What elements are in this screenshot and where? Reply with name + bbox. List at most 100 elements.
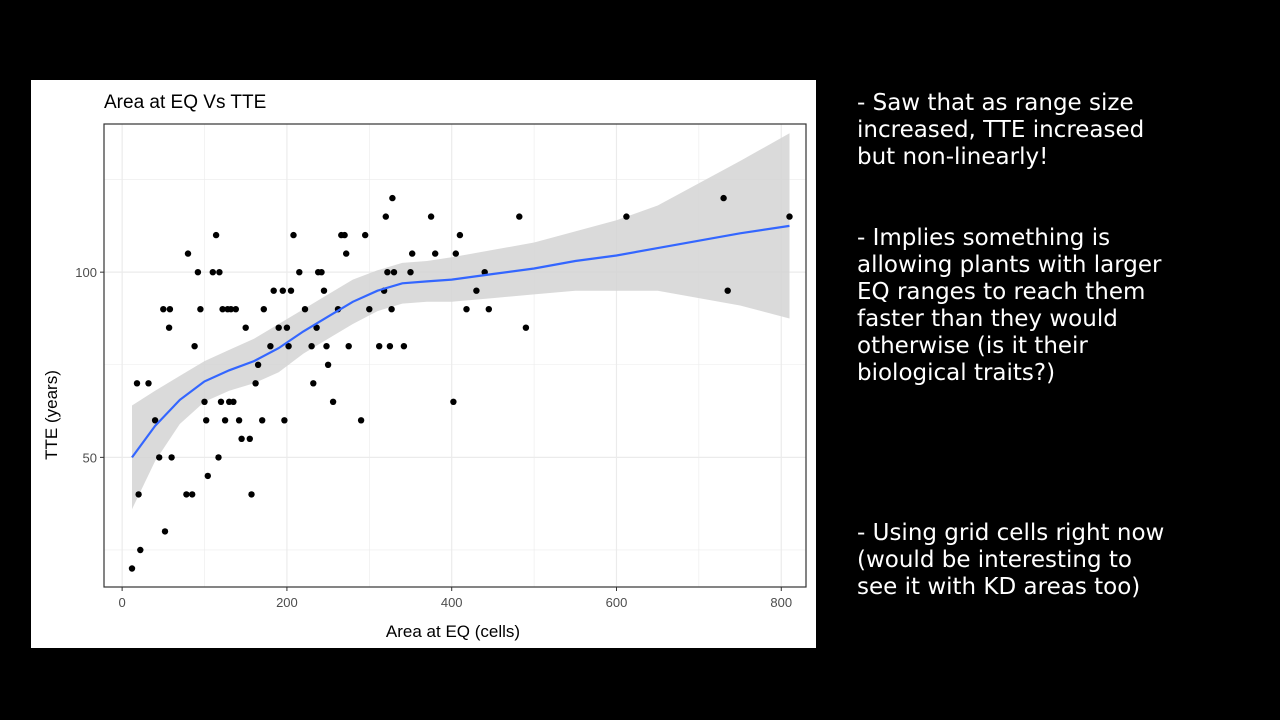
data-point [197,306,204,313]
note-implication: - Implies something is allowing plants w… [857,225,1162,386]
data-point [235,417,243,424]
data-point [432,250,439,257]
data-point [133,380,141,387]
data-point [463,306,470,313]
data-point [345,343,352,350]
data-point [786,213,793,220]
data-point [409,250,416,257]
data-point [388,306,395,313]
data-point [201,398,208,405]
data-point [166,306,174,313]
data-point [270,287,277,294]
data-point [341,231,348,239]
data-point [145,380,152,387]
data-point [485,306,492,313]
data-point [259,417,266,424]
data-point [221,417,229,424]
data-point [212,231,220,239]
data-point [285,343,292,350]
data-point [320,287,328,294]
x-tick-label: 0 [119,595,126,610]
data-point [389,194,396,202]
smooth-line [131,224,790,459]
data-point [238,435,245,442]
y-axis-label: TTE (years) [42,370,61,460]
data-point [366,306,373,313]
data-point [386,343,394,350]
data-point [407,269,414,276]
confidence-ribbon-layer [132,133,790,510]
x-tick-label: 200 [276,595,298,610]
data-point [313,324,320,331]
data-point [191,343,198,350]
data-point [203,417,210,424]
data-point [283,324,291,331]
data-point [184,250,192,257]
x-tick-label: 800 [770,595,792,610]
data-point [219,306,226,313]
data-point [382,213,389,220]
data-point [215,454,222,461]
data-point [290,231,297,239]
data-point [230,398,237,405]
data-point [267,343,274,350]
smooth-line-layer [131,224,790,459]
data-point [204,472,211,480]
data-point [168,454,175,461]
data-point [301,306,309,313]
data-point [376,343,383,350]
data-point [400,343,408,350]
axes: 0 200 400 600 800 50 100 [75,123,807,610]
data-point [246,435,253,442]
data-point [318,269,325,276]
data-point [260,306,267,313]
data-point [329,398,337,405]
data-point [343,250,350,257]
data-point [189,491,196,498]
data-point [287,287,295,294]
x-tick-label: 400 [441,595,463,610]
points-layer [128,194,793,572]
data-point [296,269,303,276]
data-point [427,213,435,220]
data-point [323,343,330,350]
data-point [183,491,190,498]
y-tick-label: 100 [75,265,97,280]
data-point [390,269,398,276]
data-point [384,269,391,276]
data-point [232,306,239,313]
data-point [310,380,317,387]
scatter-chart: Area at EQ Vs TTE Area at EQ (cells) TTE… [42,92,807,641]
data-point [151,417,159,424]
y-tick-label: 50 [83,450,97,465]
data-point [137,546,144,554]
data-point [357,417,365,424]
data-point [160,306,167,313]
data-point [254,361,262,368]
data-point [473,287,480,294]
data-point [452,250,459,257]
data-point [516,213,523,220]
note-range-size: - Saw that as range size increased, TTE … [857,90,1145,170]
data-point [156,454,163,461]
x-tick-label: 600 [606,595,628,610]
data-point [456,231,464,239]
data-point [623,213,630,220]
data-point [279,287,286,294]
data-point [217,398,225,405]
data-point [252,380,259,387]
note-grid-cells: - Using grid cells right now (would be i… [857,520,1165,600]
data-point [324,361,332,368]
data-point [281,417,288,424]
data-point [209,269,216,276]
data-point [720,194,727,202]
confidence-ribbon [132,133,790,510]
data-point [275,324,282,331]
data-point [724,287,731,294]
data-point [362,231,369,239]
chart-title: Area at EQ Vs TTE [104,92,266,113]
data-point [165,324,173,331]
data-point [194,269,202,276]
panel-border [103,123,807,588]
data-point [227,306,235,313]
